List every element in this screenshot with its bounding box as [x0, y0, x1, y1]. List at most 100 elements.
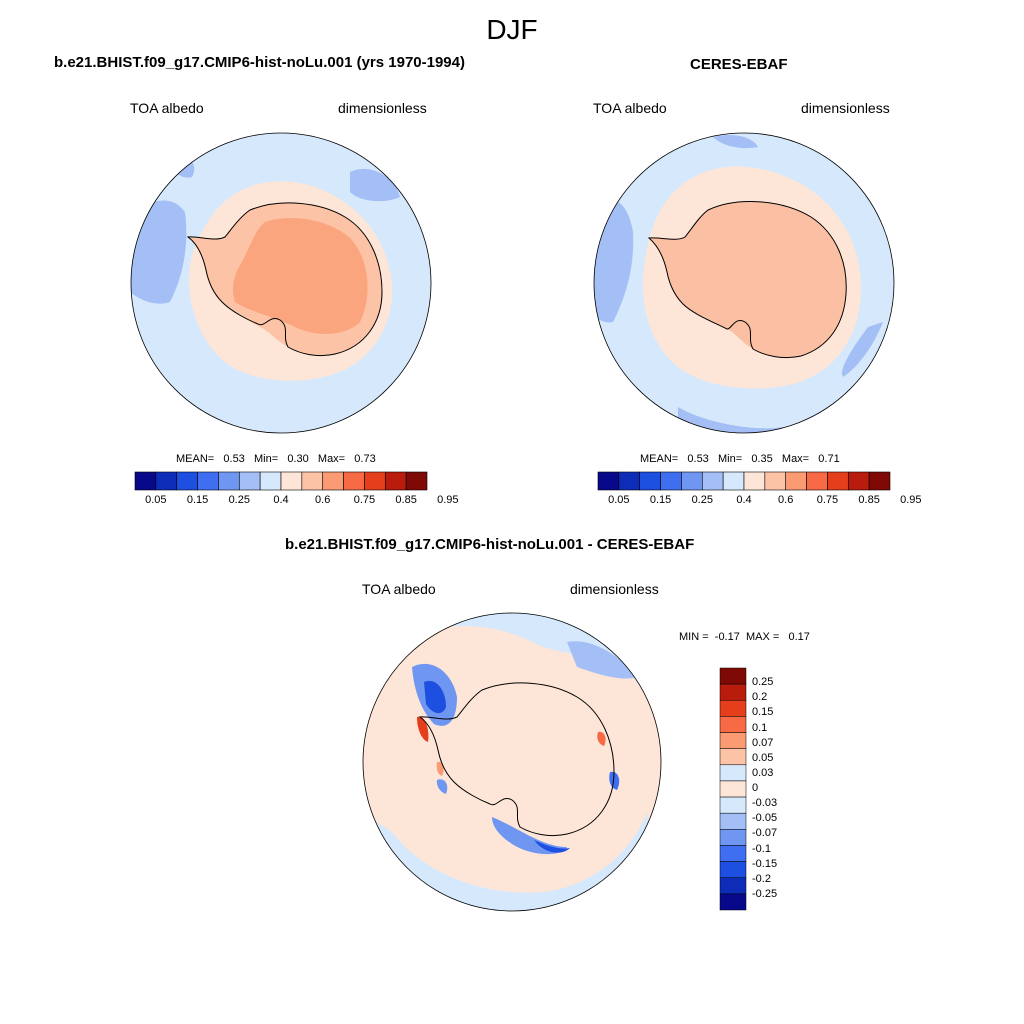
low-albedo-ocean-patch: [842, 322, 883, 377]
colorbar-swatch: [343, 471, 365, 491]
positive-anomaly-spot: [597, 731, 606, 746]
panel-1-max-value: 0.73: [354, 453, 376, 465]
low-albedo-ocean-patch: [170, 155, 195, 178]
colorbar-swatch: [719, 716, 747, 733]
colorbar-tick-label: 0.15: [649, 494, 672, 506]
colorbar-swatch: [719, 877, 747, 895]
panel-2-units: dimensionless: [801, 100, 890, 116]
colorbar-tick-label: 0.6: [778, 494, 794, 506]
colorbar-tick-label: -0.03: [752, 797, 778, 810]
panel-1-variable: TOA albedo: [130, 100, 204, 116]
panel-3-variable: TOA albedo: [362, 581, 436, 597]
panel-2-mean-value: 0.53: [687, 453, 709, 465]
colorbar-tick-label: 0: [752, 782, 759, 794]
colorbar-swatch: [719, 893, 747, 911]
colorbar-swatch: [764, 471, 787, 491]
colorbar-swatch: [259, 471, 282, 491]
antarctica-interior: [232, 218, 368, 334]
colorbar-tick-label: 0.05: [752, 751, 774, 764]
coastline: [186, 202, 383, 357]
colorbar-tick-label: 0.15: [186, 494, 209, 506]
colorbar-tick-label: 0.2: [752, 691, 768, 704]
panel-3-max-value: 0.17: [788, 631, 810, 643]
colorbar-tick-label: 0.1: [752, 721, 768, 734]
colorbar-tick-label: 0.95: [900, 494, 922, 506]
panel-3-units: dimensionless: [570, 581, 659, 597]
negative-anomaly-region: [363, 812, 661, 911]
colorbar-tick-label: 0.25: [752, 676, 774, 689]
colorbar-swatch: [639, 471, 661, 491]
colorbar-swatch: [322, 471, 344, 491]
colorbar-swatch: [743, 471, 766, 491]
panel-3-min-label: MIN =: [679, 631, 709, 643]
colorbar-swatch: [701, 471, 724, 491]
colorbar-swatch: [155, 471, 178, 491]
colorbar-swatch: [719, 764, 747, 782]
colorbar-swatch: [405, 471, 428, 491]
colorbar-swatch: [618, 471, 641, 491]
panel-1-min-value: 0.30: [287, 453, 309, 465]
panel-2-min-value: 0.35: [751, 453, 773, 465]
colorbar-tick-label: -0.25: [752, 887, 778, 900]
positive-anomaly-spot: [436, 761, 444, 776]
colorbar-swatch: [719, 748, 747, 766]
low-albedo-ocean-patch: [350, 168, 400, 202]
low-albedo-ocean-patch: [131, 200, 187, 304]
colorbar-swatch: [806, 471, 828, 491]
figure-title: DJF: [486, 14, 538, 45]
colorbar-tick-label: 0.05: [145, 494, 167, 506]
colorbar-tick-label: 0.15: [752, 706, 774, 719]
colorbar-swatch: [868, 471, 891, 491]
colorbar-swatch: [827, 471, 849, 491]
colorbar-swatch: [719, 861, 747, 878]
panel-3-map: [362, 612, 662, 912]
colorbar-swatch: [719, 829, 747, 846]
colorbar-tick-label: 0.03: [752, 766, 774, 779]
strong-negative-anomaly: [492, 817, 567, 855]
panel-1-map: [130, 132, 432, 434]
coastline: [418, 682, 615, 837]
colorbar-swatch: [384, 471, 407, 491]
panel-2-max-label: Max=: [781, 453, 810, 465]
colorbar-swatch: [722, 471, 745, 491]
panel-1-units: dimensionless: [338, 100, 427, 116]
panel-3-colorbar: [719, 667, 747, 911]
strong-negative-anomaly: [534, 840, 570, 853]
panel-2-mean-label: MEAN=: [640, 453, 679, 465]
colorbar-swatch: [218, 471, 240, 491]
panel-3-min-value: -0.17: [714, 631, 740, 643]
panel-1-colorbar: [134, 471, 428, 491]
colorbar-swatch: [660, 471, 682, 491]
colorbar-swatch: [301, 471, 324, 491]
colorbar-tick-label: 0.05: [608, 494, 630, 506]
colorbar-swatch: [785, 471, 807, 491]
colorbar-tick-label: 0.25: [228, 494, 250, 506]
panel-2-colorbar: [597, 471, 891, 491]
colorbar-swatch: [681, 471, 703, 491]
colorbar-tick-label: 0.95: [437, 494, 459, 506]
colorbar-swatch: [719, 732, 747, 749]
colorbar-swatch: [197, 471, 219, 491]
colorbar-tick-label: -0.05: [752, 812, 778, 825]
colorbar-swatch: [719, 845, 747, 862]
negative-anomaly-region: [567, 641, 637, 679]
colorbar-swatch: [719, 700, 747, 717]
colorbar-tick-label: -0.1: [752, 842, 771, 855]
panel-2-max-value: 0.71: [818, 453, 840, 465]
positive-anomaly-spot: [417, 716, 429, 742]
positive-anomaly-region: [367, 752, 397, 832]
panel-2-variable: TOA albedo: [593, 100, 667, 116]
panel-1-min-label: Min=: [253, 453, 279, 465]
strong-negative-anomaly: [609, 771, 620, 790]
strong-negative-anomaly: [424, 680, 446, 714]
colorbar-swatch: [719, 796, 747, 814]
panel-1-title: b.e21.BHIST.f09_g17.CMIP6-hist-noLu.001 …: [54, 54, 465, 71]
colorbar-tick-label: -0.2: [752, 872, 771, 885]
colorbar-tick-label: 0.4: [273, 494, 289, 506]
panel-2-map: [593, 132, 895, 434]
colorbar-swatch: [719, 683, 747, 701]
panel-2-min-label: Min=: [717, 453, 743, 465]
panel-1-max-label: Max=: [317, 453, 346, 465]
colorbar-swatch: [176, 471, 198, 491]
colorbar-swatch: [719, 812, 747, 830]
